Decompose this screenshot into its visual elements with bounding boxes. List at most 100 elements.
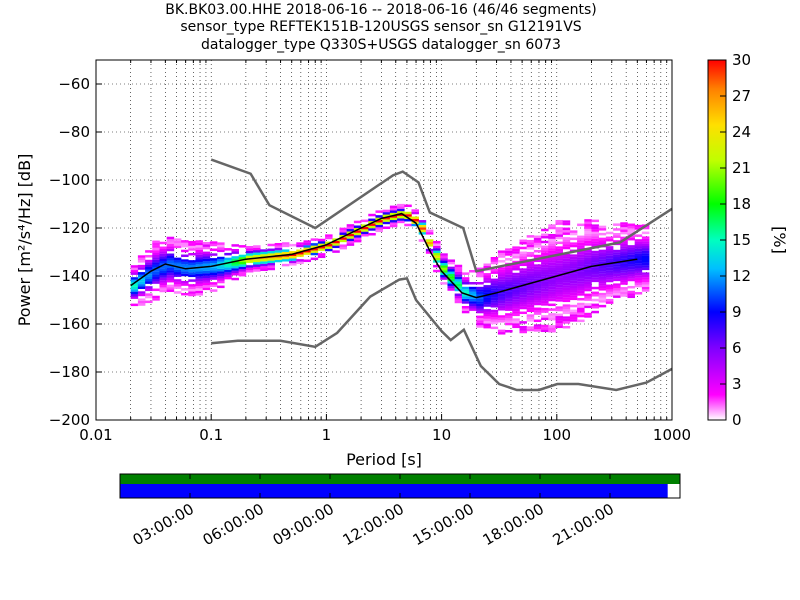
heatmap-cell [483,275,491,278]
heatmap-cell [562,294,571,298]
heatmap-cell [382,214,391,217]
heatmap-cell [627,230,635,234]
heatmap-cell [339,239,347,243]
heatmap-cell [541,257,549,261]
heatmap-cell [469,308,477,311]
heatmap-cell [159,248,167,252]
heatmap-cell [339,246,347,250]
heatmap-cell [634,292,643,295]
heatmap-cell [627,276,635,279]
heatmap-cell [584,269,592,273]
heatmap-cell [577,297,585,301]
heatmap-cell [476,286,484,290]
heatmap-cell [483,309,491,312]
heatmap-cell [598,225,607,229]
heatmap-cell [195,240,203,243]
heatmap-cell [418,222,427,225]
heatmap-cell [613,257,621,260]
heatmap-cell [562,265,571,269]
heatmap-cell [217,268,225,272]
heatmap-cell [224,257,232,261]
heatmap-cell [598,259,607,262]
heatmap-cell [533,271,542,275]
heatmap-cell [541,245,549,249]
heatmap-cell [454,286,463,289]
nhnm-line [210,158,673,273]
heatmap-cell [555,306,563,309]
heatmap-cell [584,238,592,241]
heatmap-cell [447,273,455,277]
heatmap-cell [591,243,599,247]
heatmap-cell [562,241,571,245]
heatmap-cell [166,275,175,278]
heatmap-cell [526,328,535,332]
heatmap-cell [447,259,455,262]
heatmap-cell [469,291,477,295]
heatmap-cell [497,267,506,270]
heatmap-cell [375,210,383,213]
heatmap-cell [526,251,535,255]
heatmap-cell [433,252,441,256]
heatmap-cell [569,254,578,257]
heatmap-cell [188,260,196,263]
heatmap-cell [519,285,527,288]
heatmap-cell [577,240,585,243]
heatmap-cell [310,257,319,261]
heatmap-cell [584,267,592,270]
heatmap-cell [289,255,297,259]
heatmap-cell [469,305,477,309]
heatmap-cell [152,254,160,258]
heatmap-cell [634,270,643,273]
heatmap-cell [533,297,542,301]
heatmap-cell [641,272,650,275]
heatmap-cell [577,290,585,294]
heatmap-cell [353,235,362,238]
heatmap-cell [548,325,556,328]
heatmap-cell [562,309,571,312]
heatmap-cell [533,245,542,248]
heatmap-cell [505,303,513,307]
heatmap-cell [505,308,513,311]
heatmap-cell [548,317,556,321]
heatmap-cell [303,249,311,253]
heatmap-cell [541,252,549,256]
heatmap-cell [296,244,304,248]
heatmap-cell [591,226,599,230]
heatmap-cell [461,272,470,275]
heatmap-cell [166,265,175,269]
heatmap-cell [231,256,239,259]
heatmap-cell [483,311,491,314]
heatmap-cell [548,286,556,290]
heatmap-cell [231,277,239,281]
heatmap-cell [569,290,578,293]
heatmap-cell [332,240,340,244]
heatmap-cell [181,271,189,274]
heatmap-cell [267,248,275,252]
heatmap-cell [555,320,563,324]
heatmap-cell [533,285,542,289]
heatmap-cell [519,256,527,259]
heatmap-cell [418,232,427,235]
heatmap-cell [181,254,189,258]
heatmap-cell [562,292,571,295]
heatmap-cell [627,247,635,251]
heatmap-cell [634,224,643,228]
heatmap-cell [166,289,175,293]
heatmap-cell [627,245,635,248]
heatmap-cell [591,277,599,280]
heatmap-cell [231,270,239,274]
heatmap-cell [505,250,513,254]
heatmap-cell [152,276,160,280]
heatmap-cell [548,296,556,299]
heatmap-cell [641,258,650,261]
heatmap-cell [620,277,628,280]
heatmap-cell [562,316,571,319]
heatmap-cell [584,243,592,246]
heatmap-cell [605,291,614,295]
heatmap-cell [195,245,203,248]
heatmap-cell [620,287,628,290]
heatmap-cell [533,273,542,277]
heatmap-cell [332,245,340,249]
heatmap-cell [512,291,520,295]
heatmap-cell [577,281,585,284]
